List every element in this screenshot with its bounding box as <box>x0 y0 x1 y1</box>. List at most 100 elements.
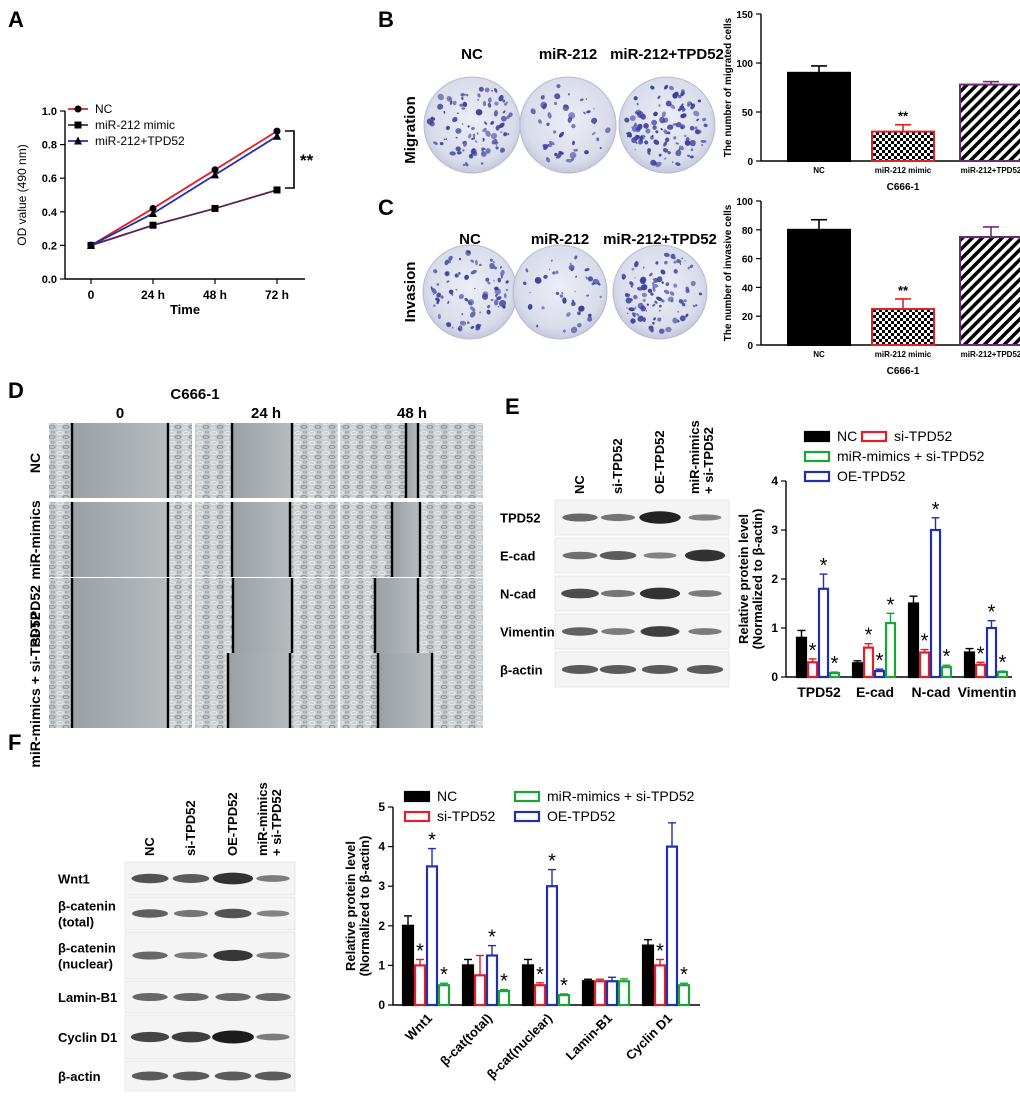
cell-stain <box>471 155 473 158</box>
cell-stain <box>673 269 678 274</box>
cell-stain <box>437 93 444 101</box>
panel-c: C Invasion NC miR-212 miR-212+TPD52 0 20 4… <box>378 195 1020 377</box>
chart-a-point-mir-212-mimic <box>273 186 281 194</box>
cell-stain <box>459 103 465 107</box>
cell-stain <box>559 294 564 298</box>
chart-e-bar-mir-mimics-si-tpd52 <box>828 671 841 679</box>
chart-f-x-tick-label-cyclin-d1: Cyclin D1 <box>623 1011 676 1064</box>
cell-stain <box>493 299 499 306</box>
chart-f-bar-si-tpd52 <box>533 984 547 1007</box>
blot-f-band <box>130 1031 170 1043</box>
cell-stain <box>689 139 696 147</box>
blot-f-lane-label-mir-mimics-si-tpd52: + si-TPD52 <box>269 789 284 856</box>
blot-e-lane-label-mir-mimics-si-tpd52: miR-mimics <box>687 420 702 494</box>
blot-e-band <box>639 587 681 600</box>
chart-e-legend-label-nc: NC <box>837 428 857 444</box>
blot-e-blot-label-n-cad: N-cad <box>500 587 536 602</box>
scratch-gap <box>233 578 292 653</box>
cell-stain <box>652 125 657 130</box>
cell-stain <box>455 136 458 139</box>
chart-a-point-mir-212-tpd52 <box>211 170 219 179</box>
cell-stain <box>661 111 666 118</box>
cell-stain <box>487 305 491 309</box>
image-label-mir212-b: miR-212 <box>539 46 597 63</box>
cell-stain <box>680 113 686 119</box>
cell-stain <box>677 320 680 323</box>
chart-a-point-mir-212-mimic <box>211 204 219 212</box>
cell-stain <box>587 316 593 322</box>
chart-e-bar-mir-mimics-si-tpd52 <box>884 621 897 679</box>
chart-b-x-label: C666-1 <box>887 182 920 193</box>
chart-f-bar-oe-tpd52 <box>545 885 559 1007</box>
chart-b-y-tick-label: 0 <box>747 157 753 168</box>
cell-stain <box>663 289 670 295</box>
cell-stain <box>503 293 507 299</box>
cell-stain <box>687 101 693 106</box>
cell-stain <box>562 104 570 111</box>
scratch-title: C666-1 <box>170 386 219 403</box>
cell-stain <box>645 309 647 312</box>
scratch-col-48h: 48 h <box>397 405 427 422</box>
blot-e-band <box>600 513 636 522</box>
cell-stain <box>652 286 656 292</box>
image-label-mir212-c: miR-212 <box>531 231 589 248</box>
cell-stain <box>444 259 450 266</box>
cell-stain <box>637 315 644 322</box>
blot-f-band <box>174 952 208 959</box>
blot-f-band <box>132 951 168 960</box>
chart-f-star: * <box>440 964 448 986</box>
chart-f-x-tick-label-wnt1: Wnt1 <box>402 1011 435 1044</box>
cell-stain <box>429 121 435 127</box>
cell-stain <box>571 301 576 307</box>
chart-e-star: * <box>932 499 940 521</box>
cell-stain <box>585 98 588 100</box>
chart-f-legend-label-oe-tpd52: OE-TPD52 <box>547 808 616 824</box>
cell-stain <box>661 281 664 284</box>
cell-stain <box>476 132 479 135</box>
cell-stain <box>499 147 506 153</box>
blot-e-blot-label-actin: β-actin <box>500 663 543 678</box>
cell-stain <box>665 326 672 333</box>
blot-f-band <box>172 874 210 883</box>
chart-a-point-mir-212-tpd52 <box>87 240 95 249</box>
cell-stain <box>461 313 464 316</box>
cell-stain <box>578 305 585 312</box>
cell-stain <box>497 277 501 283</box>
cell-stain <box>642 298 646 302</box>
chart-f-bar-si-tpd52 <box>593 980 607 1007</box>
cell-stain <box>668 85 674 91</box>
cell-stain <box>498 122 505 129</box>
blot-f-band <box>132 992 168 1002</box>
cell-stain <box>562 329 566 333</box>
cell-stain <box>462 140 468 147</box>
cell-stain <box>543 274 548 279</box>
chart-f-y-tick-label: 3 <box>378 879 385 893</box>
chart-e-star: * <box>921 631 929 653</box>
chart-a: 0.0 0.2 0.4 0.6 0.8 1.0 0 24 h 48 h 72 h Time OD va… <box>15 102 314 317</box>
cell-stain <box>506 132 510 136</box>
blot-e-band <box>599 665 637 674</box>
cell-stain <box>629 115 636 122</box>
cell-stain <box>448 289 454 295</box>
chart-f-star: * <box>428 830 436 852</box>
cell-stain <box>433 304 436 307</box>
cell-stain <box>624 117 630 123</box>
cell-stain <box>558 131 564 138</box>
chart-e-bar-oe-tpd52 <box>817 587 830 679</box>
chart-e-legend-swatch <box>803 430 831 443</box>
cell-stain <box>647 151 651 155</box>
cell-stain <box>679 263 682 265</box>
panel-letter-a: A <box>8 7 24 32</box>
cell-stain <box>685 137 690 141</box>
cell-stain <box>577 311 581 316</box>
chart-a-x-tick-label: 24 h <box>141 288 165 302</box>
cell-stain <box>555 270 559 275</box>
chart-f-bar-oe-tpd52 <box>485 954 499 1007</box>
cell-stain <box>627 134 630 138</box>
cell-stain <box>672 161 674 163</box>
chart-f-star: * <box>560 975 568 997</box>
cell-stain <box>634 148 636 151</box>
blot-f-band <box>171 1031 211 1043</box>
cell-stain <box>681 257 684 260</box>
cell-stain <box>634 261 639 268</box>
